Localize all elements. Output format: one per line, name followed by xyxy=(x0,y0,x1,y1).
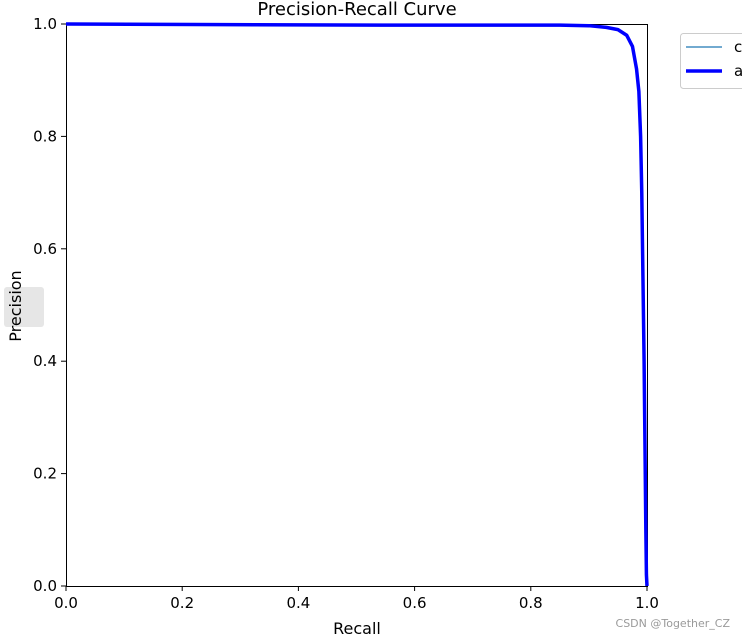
legend-entries: ca xyxy=(686,38,742,80)
x-tick-label: 0.6 xyxy=(403,594,427,612)
x-tick-label: 0.4 xyxy=(286,594,310,612)
ylabel-highlight xyxy=(4,287,44,327)
y-tick-label: 0.4 xyxy=(33,352,57,370)
x-tick-label: 1.0 xyxy=(635,594,659,612)
legend-box xyxy=(680,33,742,89)
watermark: CSDN @Together_CZ xyxy=(615,617,730,630)
y-axis-title: Precision xyxy=(6,270,25,341)
chart-title: Precision-Recall Curve xyxy=(257,0,456,20)
y-tick-label: 0.8 xyxy=(33,127,57,145)
y-tick-label: 0.0 xyxy=(33,577,57,595)
y-tick-label: 1.0 xyxy=(33,15,57,33)
legend-label-c: c xyxy=(734,38,742,56)
x-tick-label: 0.8 xyxy=(519,594,543,612)
ticks-layer: 0.0 0.2 0.4 0.6 0.8 1.0 0.0 0.2 0.4 0.6 0.8 1.0 xyxy=(33,15,659,612)
x-tick-label: 0.0 xyxy=(54,594,78,612)
x-axis-title: Recall xyxy=(333,619,381,636)
legend: ca xyxy=(680,33,742,89)
series-line-c xyxy=(65,23,648,587)
y-tick-label: 0.2 xyxy=(33,465,57,483)
legend-label-a: a xyxy=(734,62,742,80)
y-tick-label: 0.6 xyxy=(33,240,57,258)
x-tick-label: 0.2 xyxy=(170,594,194,612)
series-layer xyxy=(65,22,649,587)
plot-area xyxy=(66,24,648,587)
series-line-a xyxy=(65,22,649,587)
